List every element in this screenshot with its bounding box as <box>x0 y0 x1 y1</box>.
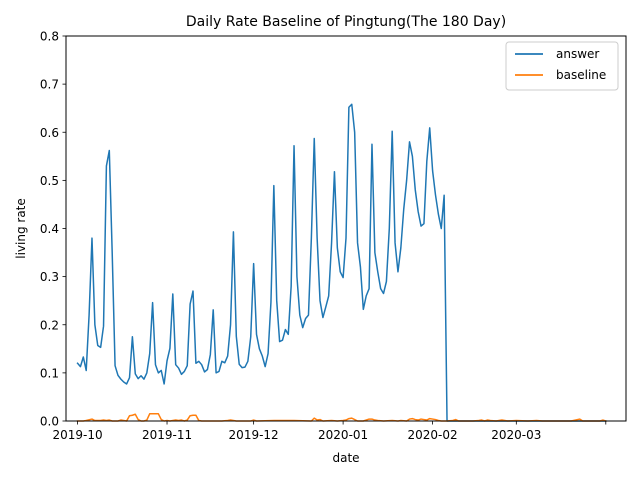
y-axis-title: living rate <box>14 198 28 259</box>
y-axis: 0.0 0.1 0.2 0.3 0.4 0.5 0.6 0.7 0.8 <box>40 30 66 429</box>
x-tick-label: 2019-11 <box>142 428 192 442</box>
x-tick-label: 2019-12 <box>229 428 279 442</box>
y-tick-label: 0.2 <box>40 318 59 332</box>
legend-label-answer: answer <box>556 47 599 61</box>
y-tick-label: 0.5 <box>40 174 59 188</box>
legend-label-baseline: baseline <box>556 68 606 82</box>
y-tick-label: 0.1 <box>40 366 59 380</box>
x-axis-title: date <box>332 451 359 465</box>
series-line-answer <box>76 103 607 422</box>
chart-title: Daily Rate Baseline of Pingtung(The 180 … <box>186 14 506 30</box>
y-tick-label: 0.0 <box>40 415 59 429</box>
legend: answer baseline <box>505 41 619 91</box>
x-axis: 2019-10 2019-11 2019-12 2020-01 2020-02 2020-… <box>52 421 607 442</box>
y-tick-label: 0.6 <box>40 126 59 140</box>
y-tick-label: 0.4 <box>40 222 59 236</box>
x-tick-label: 2020-03 <box>491 428 541 442</box>
x-tick-label: 2020-01 <box>318 428 368 442</box>
y-tick-label: 0.7 <box>40 78 59 92</box>
x-tick-label: 2020-02 <box>408 428 458 442</box>
x-tick-label: 2019-10 <box>52 428 102 442</box>
y-tick-label: 0.8 <box>40 30 59 44</box>
y-tick-label: 0.3 <box>40 270 59 284</box>
